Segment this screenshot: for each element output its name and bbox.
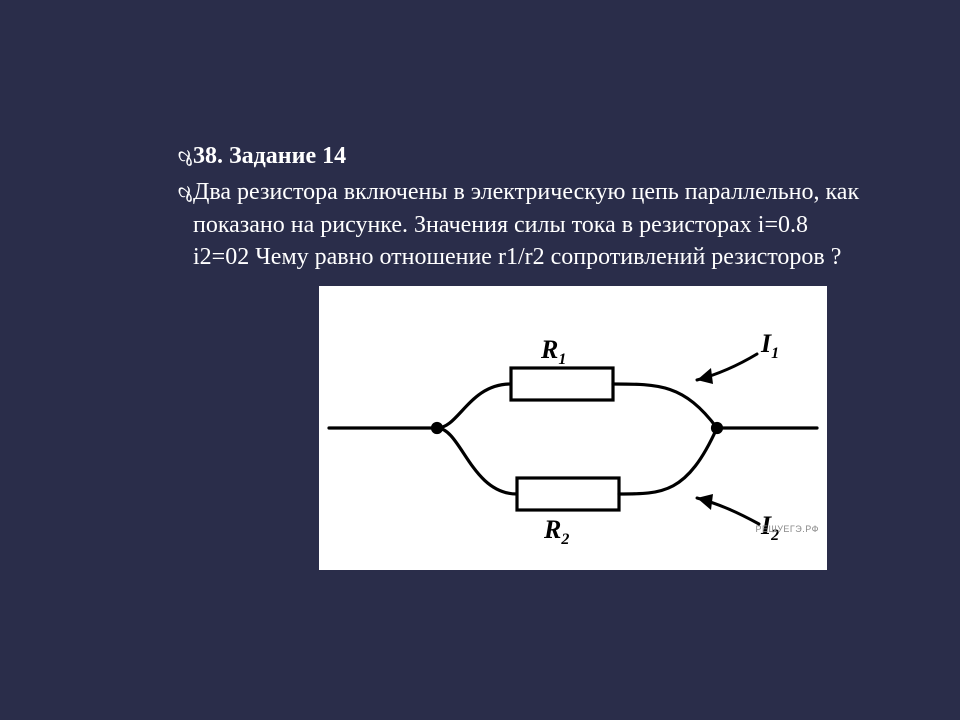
problem-text: Два резистора включены в электрическую ц…: [193, 176, 870, 273]
bullet-icon: ℘: [165, 176, 193, 205]
title-row: ℘ 38. Задание 14: [165, 140, 870, 172]
diagram-container: R1 R2 I1 I2 РЕШУЕГЭ.РФ: [319, 286, 870, 570]
bullet-icon: ℘: [165, 140, 193, 169]
body-row: ℘ Два резистора включены в электрическую…: [165, 176, 870, 273]
problem-number-title: 38. Задание 14: [193, 140, 870, 172]
watermark-text: РЕШУЕГЭ.РФ: [755, 524, 819, 534]
label-r1: R1: [540, 335, 566, 368]
slide: ℘ 38. Задание 14 ℘ Два резистора включен…: [0, 0, 960, 720]
label-r2: R2: [543, 515, 569, 548]
circuit-diagram: R1 R2 I1 I2 РЕШУЕГЭ.РФ: [319, 286, 827, 570]
label-i1: I1: [760, 329, 779, 362]
circuit-svg: R1 R2 I1 I2: [319, 286, 827, 570]
